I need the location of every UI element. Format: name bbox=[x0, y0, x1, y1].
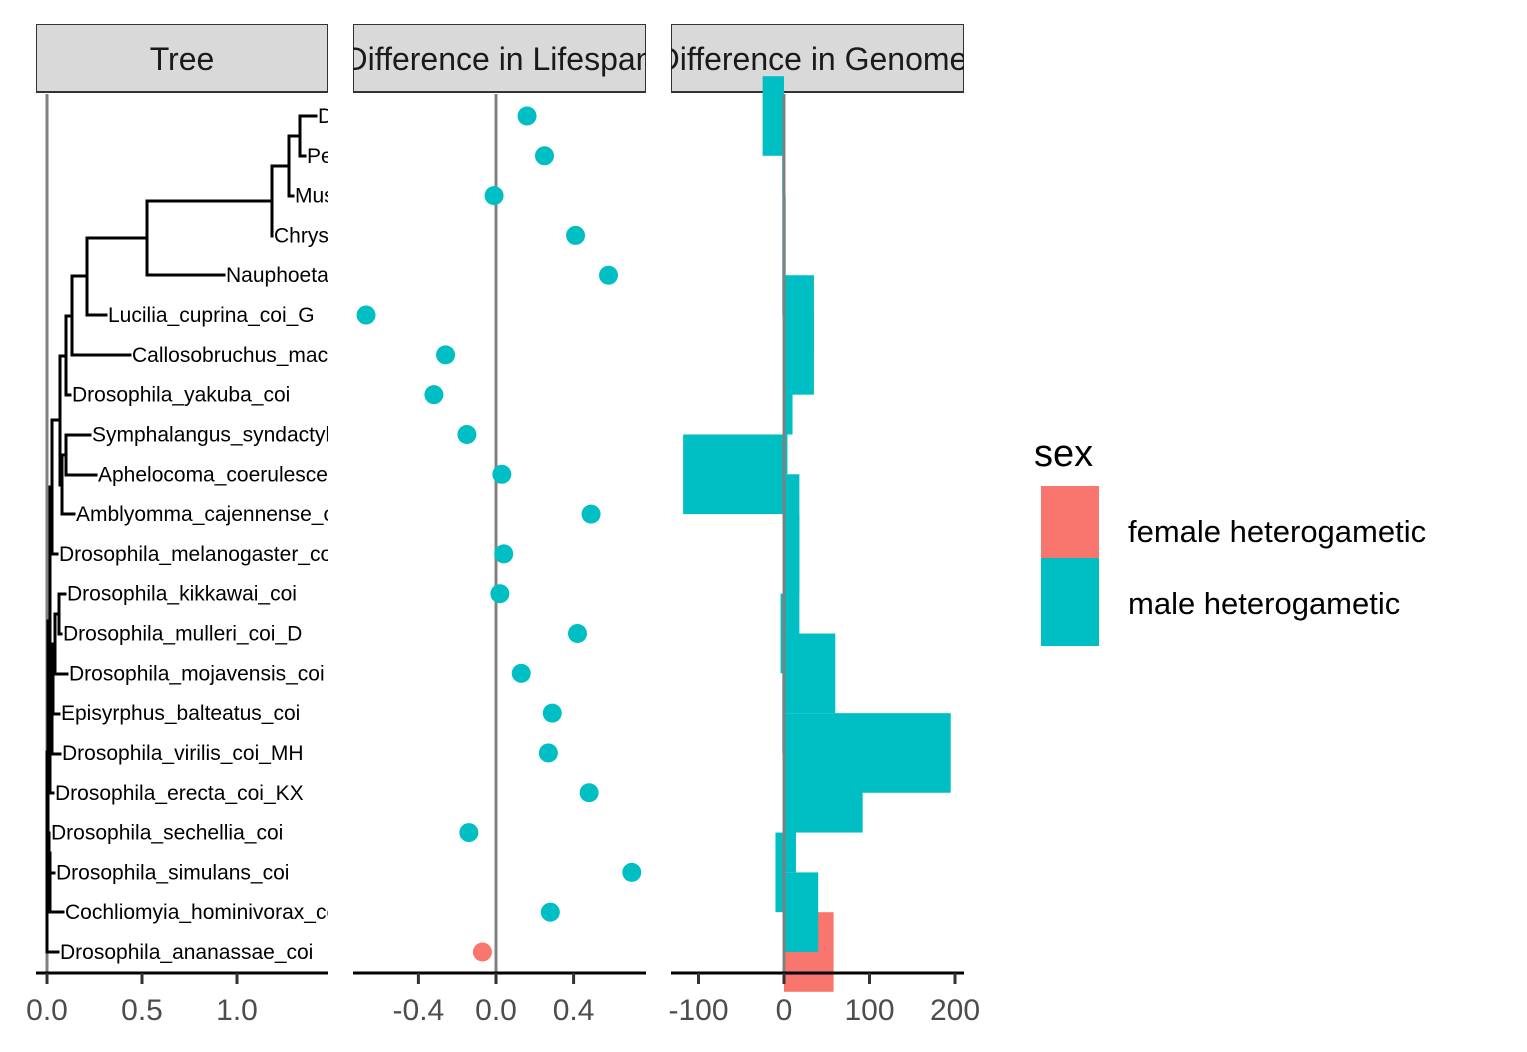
x-axis-ticks-genome: -100 0 100 200 bbox=[668, 973, 980, 1027]
tree-tip-label: Drosophila_sechellia_coi bbox=[51, 822, 283, 845]
tree-tip-label: Drosophila_kikkawai_coi bbox=[67, 583, 297, 606]
strip-lifespan bbox=[353, 24, 646, 93]
genome-bar bbox=[784, 872, 819, 952]
x-tick-label: 0 bbox=[776, 994, 793, 1027]
lifespan-point bbox=[517, 106, 537, 126]
genome-bar bbox=[784, 633, 836, 714]
lifespan-point bbox=[436, 345, 456, 365]
lifespan-point bbox=[494, 544, 514, 564]
x-tick-label: 200 bbox=[930, 994, 980, 1027]
genome-bar bbox=[784, 713, 951, 793]
x-tick-label: 1.0 bbox=[216, 994, 258, 1027]
tree-tip-label: Nauphoeta_cinerea_coi bbox=[226, 264, 448, 287]
facet-genome: Difference in Genome -100 0 100 200 bbox=[657, 24, 980, 1027]
lifespan-point bbox=[356, 305, 376, 325]
tree-tip-label: Drosophila_ananassae_coi bbox=[60, 941, 313, 964]
genome-bar bbox=[683, 434, 784, 515]
lifespan-point bbox=[511, 663, 531, 683]
lifespan-point bbox=[581, 504, 601, 524]
legend: sex female heterogametic male heterogame… bbox=[1034, 433, 1426, 646]
lifespan-point bbox=[542, 703, 562, 723]
genome-bar bbox=[784, 275, 814, 355]
legend-label-male: male heterogametic bbox=[1128, 586, 1400, 621]
legend-label-female: female heterogametic bbox=[1128, 514, 1426, 549]
tree-tip-label: Episyrphus_balteatus_coi bbox=[61, 702, 300, 725]
tree-tip-label: Lucilia_cuprina_coi_G bbox=[108, 304, 315, 327]
strip-tree bbox=[36, 24, 328, 93]
lifespan-point bbox=[484, 186, 504, 206]
tree-tip-labels: Drosophila_ananassae_coi Cochliomyia_homi… bbox=[51, 105, 452, 964]
lifespan-point bbox=[492, 464, 512, 484]
legend-title: sex bbox=[1034, 433, 1093, 475]
legend-key-male bbox=[1041, 558, 1099, 646]
tree-tip-label: Drosophila_yakuba_coi bbox=[72, 384, 290, 407]
x-tick-label: -0.4 bbox=[393, 994, 445, 1027]
x-tick-label: 100 bbox=[844, 994, 894, 1027]
genome-bars bbox=[683, 76, 951, 992]
tree-tip-label: Symphalangus_syndactylus_coi bbox=[92, 423, 391, 446]
facet-lifespan: Difference in Lifespan -0.4 0.0 0.4 bbox=[345, 24, 654, 1027]
lifespan-point bbox=[490, 584, 510, 604]
lifespan-point bbox=[424, 385, 444, 405]
x-axis-ticks-lifespan: -0.4 0.0 0.4 bbox=[393, 973, 595, 1027]
x-tick-label: -100 bbox=[668, 994, 728, 1027]
tree-tip-label: Periplaneta_coi bbox=[307, 145, 452, 168]
lifespan-point bbox=[457, 424, 477, 444]
lifespan-point bbox=[540, 902, 560, 922]
lifespan-point bbox=[535, 146, 554, 166]
lifespan-point bbox=[566, 225, 586, 245]
genome-bar bbox=[762, 76, 784, 156]
legend-key-female bbox=[1041, 486, 1099, 558]
tree-branches bbox=[45, 114, 318, 954]
tree-tip-label: Chrysomya_coi bbox=[274, 224, 419, 247]
strip-label-lifespan: Difference in Lifespan bbox=[345, 41, 654, 77]
tree-tip-label: Drosophila_melanogaster_coi bbox=[59, 543, 337, 566]
tree-tip-label: Musca_coi bbox=[295, 185, 395, 208]
tree-tip-label: Drosophila_virilis_coi_MH bbox=[62, 742, 304, 765]
tree-tip-label: Amblyomma_cajennense_coi bbox=[76, 503, 350, 526]
tree-tip-label: Drosophila_mojavensis_coi bbox=[69, 662, 325, 685]
tree-tip-label: D_coi bbox=[318, 105, 372, 128]
lifespan-point bbox=[459, 823, 479, 843]
tree-tip-label: Cochliomyia_hominivorax_coi bbox=[65, 901, 343, 924]
strip-genome bbox=[671, 24, 964, 93]
lifespan-point bbox=[567, 624, 587, 644]
x-tick-label: 0.4 bbox=[553, 994, 595, 1027]
lifespan-point bbox=[579, 783, 599, 803]
strip-label-genome: Difference in Genome bbox=[657, 41, 968, 77]
tree-tip-label: Callosobruchus_maculatus_coi bbox=[132, 344, 423, 367]
lifespan-point bbox=[538, 743, 558, 763]
x-tick-label: 0.0 bbox=[26, 994, 68, 1027]
genome-bar bbox=[784, 354, 793, 435]
lifespan-point bbox=[622, 862, 642, 882]
lifespan-point bbox=[472, 942, 492, 962]
tree-tip-label: Aphelocoma_coerulescens_coi bbox=[98, 463, 389, 486]
x-axis-ticks-tree: 0.0 0.5 1.0 bbox=[26, 973, 258, 1027]
genome-bar bbox=[780, 593, 784, 674]
facet-tree: Tree Drosophila_ananassae_coi Cochliomyia… bbox=[26, 24, 452, 1027]
tree-tip-label: Drosophila_mulleri_coi_D bbox=[63, 623, 302, 646]
tree-tip-label: Drosophila_simulans_coi bbox=[56, 861, 289, 884]
x-tick-label: 0.5 bbox=[121, 994, 163, 1027]
genome-bar bbox=[784, 474, 800, 554]
lifespan-point bbox=[599, 265, 619, 285]
x-tick-label: 0.0 bbox=[475, 994, 517, 1027]
tree-tip-label: Drosophila_erecta_coi_KX bbox=[55, 782, 304, 805]
lifespan-points bbox=[356, 106, 642, 962]
strip-label-tree: Tree bbox=[150, 41, 215, 77]
genome-bar bbox=[775, 832, 784, 913]
